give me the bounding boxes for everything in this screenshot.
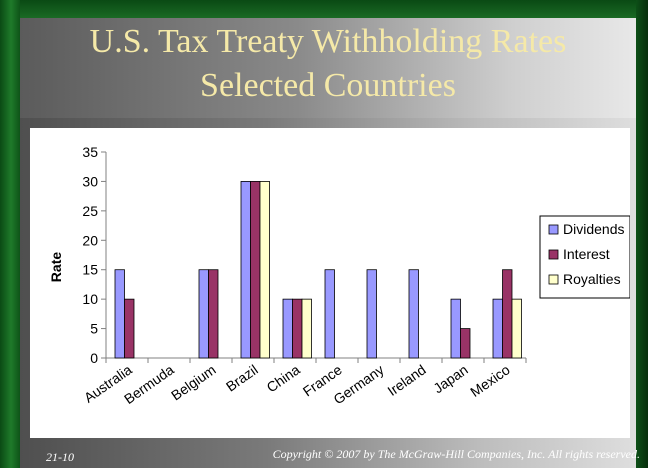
bar-royalties-brazil	[259, 181, 270, 359]
y-tick-label: 20	[82, 232, 98, 248]
bar-dividends-china	[282, 298, 293, 359]
y-tick-label: 35	[82, 144, 98, 160]
legend-swatch-interest	[548, 249, 559, 260]
bar-dividends-australia	[114, 269, 125, 359]
right-border	[636, 0, 648, 468]
legend-label-dividends: Dividends	[563, 221, 624, 237]
bar-interest-china	[292, 298, 303, 359]
y-tick-label: 5	[90, 321, 98, 337]
y-tick-label: 25	[82, 203, 98, 219]
bar-royalties-mexico	[511, 298, 522, 359]
title-panel	[20, 18, 636, 118]
top-border	[20, 0, 648, 18]
y-axis-title: Rate	[48, 252, 64, 283]
legend-label-royalties: Royalties	[563, 271, 621, 287]
bar-dividends-mexico	[492, 298, 503, 359]
slide-title: U.S. Tax Treaty Withholding Rates	[89, 23, 567, 60]
slide-subtitle: Selected Countries	[200, 67, 456, 104]
chart-area: 0 5 10 15 20 25 30 35 Rate Australia Bermuda Belgiu…	[30, 128, 630, 438]
bar-interest-australia	[124, 298, 135, 359]
legend-swatch-royalties	[548, 274, 559, 285]
y-tick-label: 10	[82, 291, 98, 307]
bar-interest-japan	[460, 328, 471, 359]
slide-number: 21-10	[46, 450, 74, 464]
bar-dividends-ireland	[408, 269, 419, 359]
bar-chart: 05101520253035RateAustraliaBermudaBelgiu…	[30, 128, 630, 438]
bar-dividends-germany	[366, 269, 377, 359]
y-tick-label: 15	[82, 262, 98, 278]
bar-dividends-brazil	[240, 181, 251, 359]
bar-dividends-japan	[450, 298, 461, 359]
legend-label-interest: Interest	[563, 246, 610, 262]
bar-dividends-belgium	[198, 269, 209, 359]
bar-dividends-france	[324, 269, 335, 359]
y-tick-label: 30	[82, 173, 98, 189]
legend-swatch-dividends	[548, 224, 559, 235]
bar-royalties-china	[301, 298, 312, 359]
bar-interest-belgium	[208, 269, 219, 359]
y-tick-label: 0	[90, 350, 98, 366]
left-border	[0, 0, 20, 468]
copyright-notice: Copyright © 2007 by The McGraw-Hill Comp…	[272, 447, 640, 461]
bar-interest-mexico	[502, 269, 513, 359]
bar-interest-brazil	[250, 181, 261, 359]
